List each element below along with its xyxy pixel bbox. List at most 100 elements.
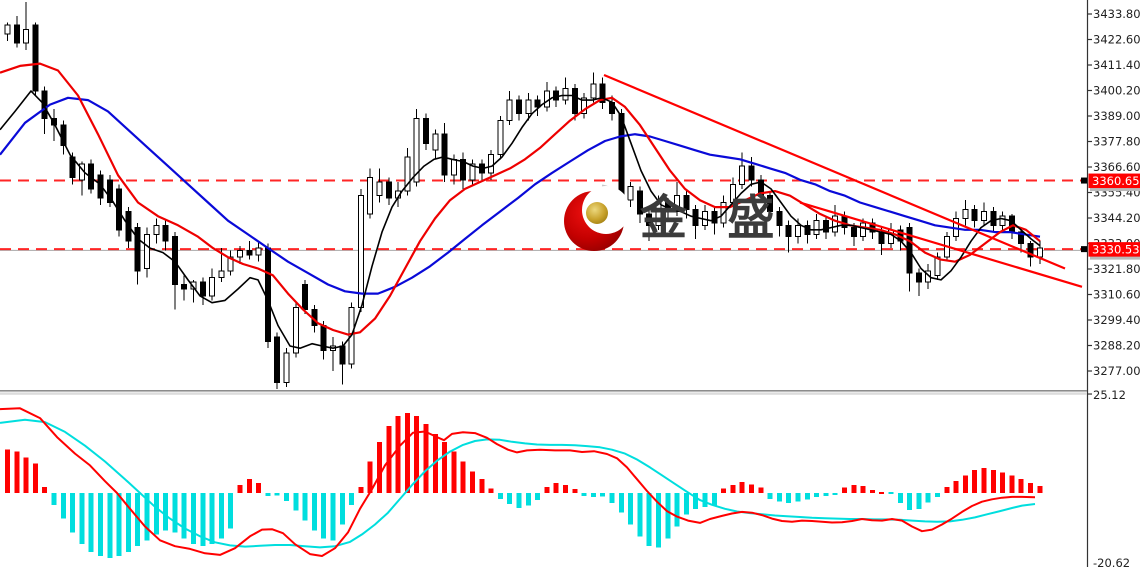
candle-body-down	[748, 165, 755, 181]
candle-body-down	[776, 211, 783, 226]
candle	[497, 116, 504, 160]
candle	[162, 220, 169, 251]
candle	[627, 182, 634, 208]
price-axis-label: 3277.00	[1093, 364, 1140, 378]
macd-bar	[5, 449, 10, 493]
candle	[292, 302, 299, 358]
candle-body-down	[683, 195, 690, 210]
macd-bar	[442, 441, 448, 493]
macd-bar	[944, 487, 950, 493]
price-axis-label: 3299.40	[1093, 313, 1140, 327]
macd-bar	[590, 493, 596, 497]
candle-body-up	[292, 306, 299, 354]
macd-bar	[339, 493, 345, 525]
macd-bar	[32, 463, 38, 493]
candle-body-up	[860, 222, 867, 238]
candle-body-up	[674, 195, 681, 213]
candle-body-up	[283, 352, 290, 383]
macd-axis-min-label: -20.62	[1093, 556, 1130, 567]
candle	[237, 245, 243, 264]
macd-bar	[832, 493, 838, 495]
macd-bar	[367, 461, 373, 493]
candle-body-up	[962, 208, 969, 219]
macd-bar	[609, 493, 615, 503]
candle-body-up	[1036, 247, 1043, 258]
macd-bar	[962, 475, 968, 493]
candle-body-down	[1018, 231, 1025, 245]
candle-body-up	[209, 277, 216, 297]
candle-body-down	[460, 158, 467, 181]
macd-bar	[237, 485, 243, 493]
candle	[822, 216, 829, 239]
candle	[971, 204, 978, 228]
candle-body-up	[237, 249, 243, 258]
macd-bar	[377, 441, 382, 493]
candle	[906, 223, 913, 292]
macd-bar	[395, 416, 401, 493]
macd-bar	[23, 457, 29, 493]
candle	[153, 218, 160, 244]
candle	[460, 152, 467, 189]
candle-body-up	[432, 133, 439, 151]
candle-body-up	[562, 88, 569, 101]
candle	[23, 2, 30, 50]
candle	[134, 223, 141, 285]
macd-bar	[814, 493, 820, 497]
candle-body-up	[739, 165, 746, 185]
macd-bar	[51, 493, 57, 505]
candle-body-up	[543, 90, 550, 108]
macd-bar	[953, 481, 959, 493]
candle-body-down	[599, 83, 606, 103]
macd-bar	[935, 493, 940, 497]
candle	[41, 86, 48, 135]
macd-bar	[749, 484, 754, 493]
candle	[813, 213, 820, 239]
macd-bar	[618, 493, 624, 513]
price-axis: 3433.80 3422.60 3411.40 3400.20 3389.00 3377.…	[1081, 0, 1140, 567]
candle	[543, 81, 550, 112]
macd-bar	[767, 493, 773, 499]
candle-body-up	[813, 220, 820, 235]
candle-body-down	[915, 272, 922, 283]
candle-body-up	[367, 176, 374, 215]
candle	[739, 152, 746, 189]
price-axis-label: 3433.80	[1093, 7, 1140, 21]
candle-body-down	[516, 99, 522, 115]
candle-body-up	[376, 181, 383, 197]
macd-bar	[60, 493, 66, 519]
macd-bar	[79, 493, 85, 545]
candle-body-up	[795, 224, 801, 238]
macd-bar	[972, 470, 978, 493]
candle-body-down	[646, 213, 653, 226]
macd-bar	[144, 493, 150, 541]
macd-bar	[981, 467, 987, 493]
candle	[590, 72, 597, 103]
candle	[339, 341, 346, 385]
candle-body-up	[450, 158, 457, 176]
candle-body-down	[423, 117, 429, 144]
macd-bar	[572, 489, 578, 493]
candle-body-up	[227, 256, 234, 272]
macd-bar	[321, 493, 327, 539]
candle-body-down	[41, 90, 48, 119]
macd-bar	[758, 487, 764, 493]
macd-bar	[860, 485, 866, 493]
macd-bar	[470, 471, 475, 493]
macd-bar	[581, 493, 587, 497]
macd-bar	[414, 416, 420, 493]
candle-body-up	[357, 195, 364, 308]
candle-body-down	[878, 231, 885, 245]
price-axis-label: 3377.80	[1093, 135, 1140, 149]
candle	[953, 211, 960, 242]
candle	[785, 220, 792, 253]
candle-body-down	[757, 179, 764, 197]
descending-trendline	[603, 74, 1066, 270]
macd-bar	[804, 493, 810, 500]
candle	[441, 122, 448, 183]
price-axis-label: 3344.20	[1093, 211, 1140, 225]
macd-bar	[683, 493, 689, 515]
candle-body-down	[767, 195, 774, 213]
macd-bar	[349, 493, 355, 505]
macd-dea-line	[0, 418, 1036, 549]
